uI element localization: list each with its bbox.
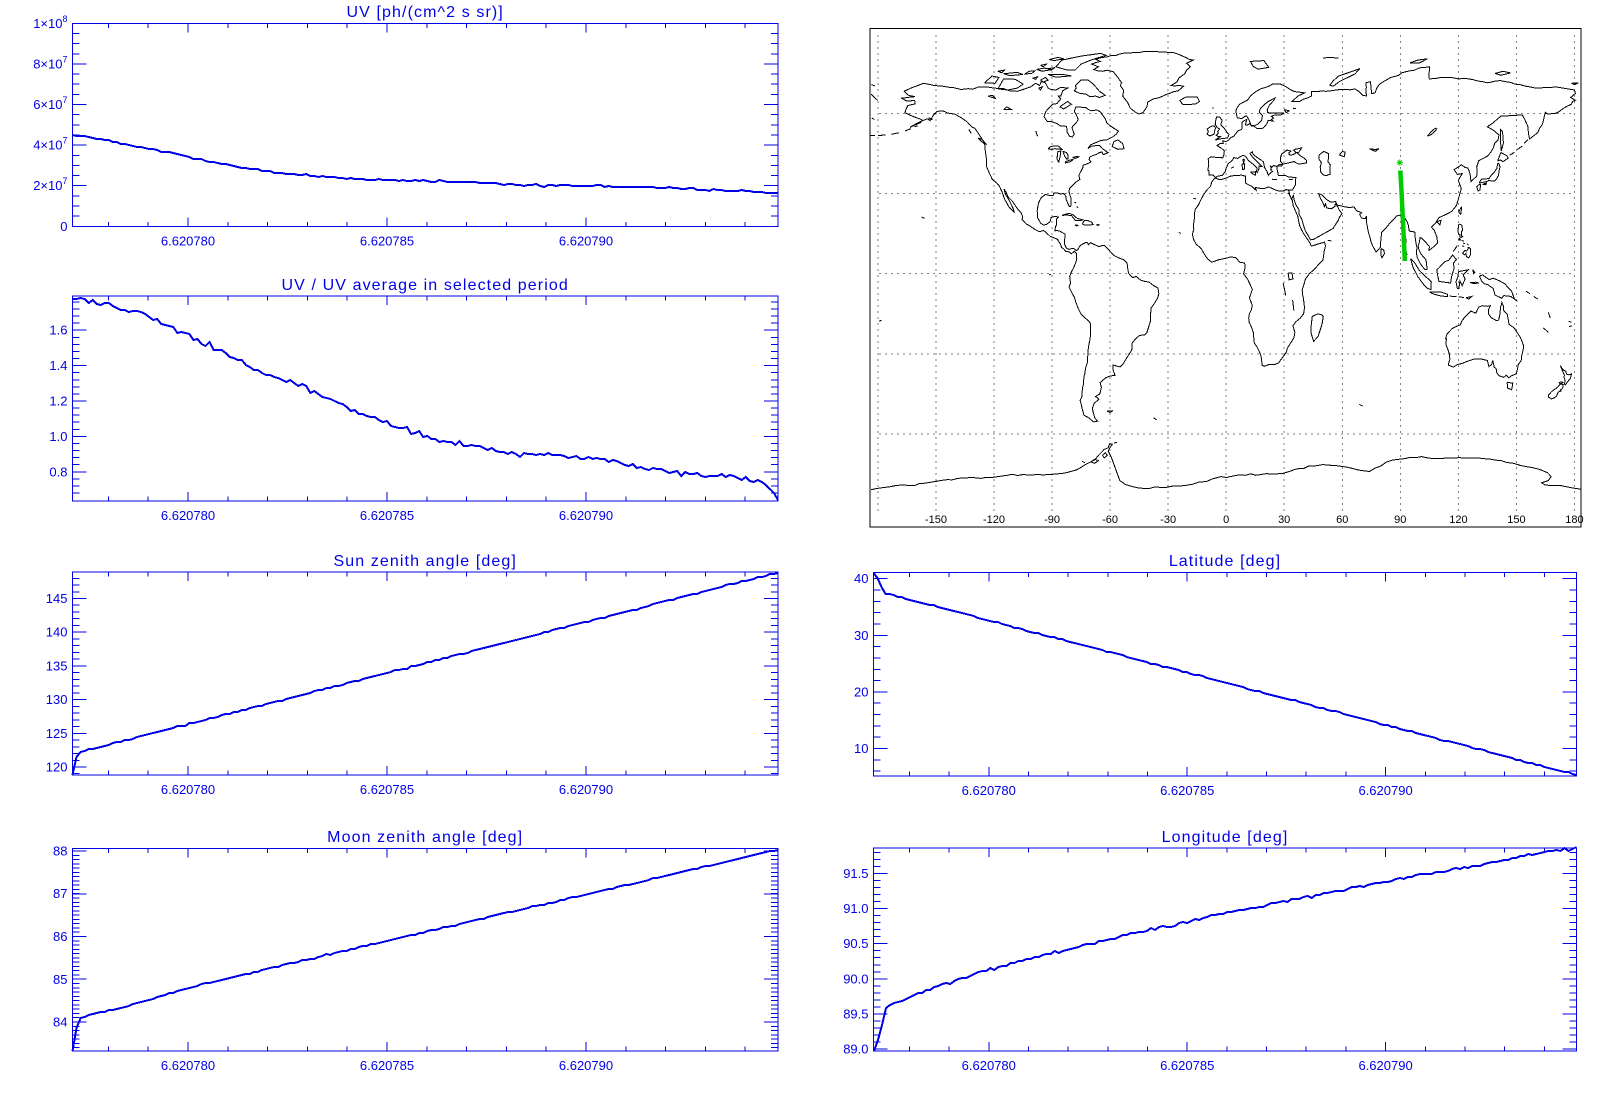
svg-text:1.4: 1.4 (49, 358, 67, 373)
svg-text:6.620780: 6.620780 (161, 782, 215, 797)
svg-text:40: 40 (854, 571, 868, 586)
svg-text:-150: -150 (925, 514, 947, 526)
svg-text:6.620790: 6.620790 (559, 508, 613, 523)
svg-text:60: 60 (1336, 514, 1348, 526)
svg-text:-90: -90 (1044, 514, 1060, 526)
svg-text:0.8: 0.8 (49, 464, 67, 479)
svg-text:88: 88 (53, 844, 67, 859)
svg-text:6.620785: 6.620785 (1160, 1058, 1214, 1073)
svg-text:6.620785: 6.620785 (360, 233, 414, 248)
svg-text:120: 120 (1449, 514, 1467, 526)
svg-text:120: 120 (46, 760, 68, 775)
svg-text:6.620785: 6.620785 (1160, 783, 1214, 798)
svg-text:135: 135 (46, 658, 68, 673)
svg-text:0: 0 (1223, 514, 1229, 526)
svg-text:20: 20 (854, 684, 868, 699)
svg-text:91.0: 91.0 (843, 901, 868, 916)
svg-text:8×107: 8×107 (33, 54, 67, 71)
svg-text:UV / UV average in selected pe: UV / UV average in selected period (282, 277, 569, 294)
svg-text:30: 30 (854, 628, 868, 643)
svg-text:6.620790: 6.620790 (559, 782, 613, 797)
svg-text:85: 85 (53, 972, 67, 987)
svg-text:Moon zenith angle [deg]: Moon zenith angle [deg] (327, 829, 523, 846)
svg-text:0: 0 (60, 219, 67, 234)
svg-text:89.5: 89.5 (843, 1006, 868, 1021)
svg-text:150: 150 (1507, 514, 1525, 526)
svg-text:125: 125 (46, 726, 68, 741)
svg-text:6.620785: 6.620785 (360, 1058, 414, 1073)
svg-text:6.620790: 6.620790 (1358, 783, 1412, 798)
svg-text:-120: -120 (983, 514, 1005, 526)
svg-text:84: 84 (53, 1015, 67, 1030)
svg-text:6.620785: 6.620785 (360, 508, 414, 523)
svg-text:1.0: 1.0 (49, 429, 67, 444)
svg-text:1.2: 1.2 (49, 394, 67, 409)
svg-text:-30: -30 (1160, 514, 1176, 526)
svg-text:Latitude [deg]: Latitude [deg] (1169, 553, 1281, 570)
svg-text:1×108: 1×108 (33, 14, 67, 31)
svg-text:-60: -60 (1102, 514, 1118, 526)
svg-text:6.620780: 6.620780 (161, 1058, 215, 1073)
svg-text:130: 130 (46, 692, 68, 707)
svg-text:10: 10 (854, 741, 868, 756)
svg-text:6.620790: 6.620790 (1358, 1058, 1412, 1073)
svg-text:89.0: 89.0 (843, 1042, 868, 1057)
svg-text:6.620785: 6.620785 (360, 782, 414, 797)
svg-text:Longitude [deg]: Longitude [deg] (1162, 829, 1289, 846)
svg-text:145: 145 (46, 591, 68, 606)
svg-text:UV [ph/(cm^2 s sr)]: UV [ph/(cm^2 s sr)] (347, 4, 504, 21)
svg-text:91.5: 91.5 (843, 866, 868, 881)
svg-text:6.620790: 6.620790 (559, 233, 613, 248)
svg-text:90.0: 90.0 (843, 971, 868, 986)
svg-text:90.5: 90.5 (843, 936, 868, 951)
svg-text:6.620790: 6.620790 (559, 1058, 613, 1073)
svg-text:87: 87 (53, 886, 67, 901)
svg-text:6.620780: 6.620780 (161, 508, 215, 523)
svg-text:4×107: 4×107 (33, 136, 67, 153)
svg-text:180: 180 (1565, 514, 1583, 526)
svg-text:140: 140 (46, 625, 68, 640)
svg-text:86: 86 (53, 929, 67, 944)
svg-text:6×107: 6×107 (33, 95, 67, 112)
svg-text:6.620780: 6.620780 (161, 233, 215, 248)
svg-text:90: 90 (1394, 514, 1406, 526)
svg-text:Sun zenith angle [deg]: Sun zenith angle [deg] (333, 553, 516, 570)
svg-text:6.620780: 6.620780 (962, 783, 1016, 798)
svg-text:1.6: 1.6 (49, 323, 67, 338)
svg-text:30: 30 (1278, 514, 1290, 526)
svg-text:2×107: 2×107 (33, 176, 67, 193)
svg-text:6.620780: 6.620780 (962, 1058, 1016, 1073)
